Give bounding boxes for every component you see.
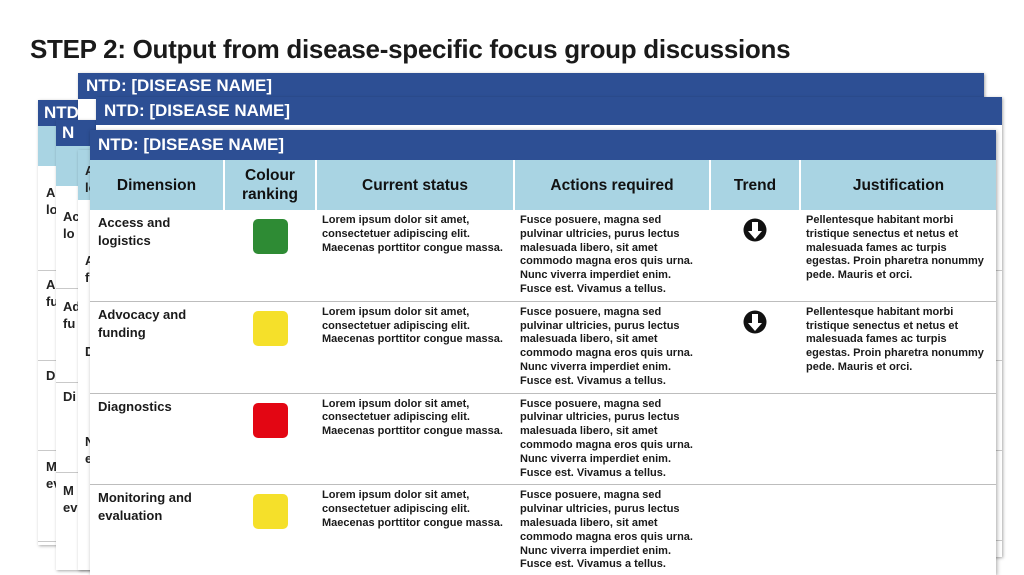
- justification-cell: [800, 393, 996, 486]
- ghost-text: M: [63, 483, 74, 498]
- down-arrow-icon: [743, 310, 767, 334]
- colour-ranking-cell: [224, 393, 316, 486]
- slide-title: STEP 2: Output from disease-specific foc…: [30, 34, 791, 64]
- header-trend: Trend: [710, 160, 801, 210]
- table-header-row: Dimension Colour ranking Current status …: [90, 160, 996, 210]
- ghost-text: A: [46, 277, 56, 292]
- ghost-text: N: [85, 433, 94, 450]
- dimension-cell: Advocacy and funding: [90, 301, 224, 394]
- header-current-status: Current status: [316, 160, 515, 210]
- ghost-text: D: [46, 368, 56, 383]
- trend-cell: [710, 210, 800, 302]
- ghost-text: Ac: [63, 209, 80, 224]
- actions-required-cell: Fusce posuere, magna sed pulvinar ultric…: [514, 301, 710, 394]
- actions-required-cell: Fusce posuere, magna sed pulvinar ultric…: [514, 484, 710, 575]
- table-row: Monitoring and evaluation Lorem ipsum dol…: [90, 484, 996, 575]
- ghost-text: D: [85, 343, 94, 360]
- current-status-cell: Lorem ipsum dolor sit amet, consectetuer…: [316, 484, 514, 575]
- justification-cell: [800, 484, 996, 575]
- colour-swatch: [252, 494, 288, 530]
- ghost-text: A: [85, 252, 94, 269]
- ghost-text: Di: [63, 389, 76, 404]
- card-header: NTD: [DISEASE NAME]: [96, 97, 1002, 125]
- ghost-text: Ad: [63, 299, 81, 314]
- header-dimension: Dimension: [90, 160, 225, 210]
- table-row: Diagnostics Lorem ipsum dolor sit amet, c…: [90, 393, 996, 486]
- assessment-table: Dimension Colour ranking Current status …: [90, 160, 996, 575]
- colour-ranking-cell: [224, 301, 316, 394]
- ghost-text: M: [46, 459, 57, 474]
- trend-cell: [710, 393, 800, 486]
- justification-cell: Pellentesque habitant morbi tristique se…: [800, 210, 996, 302]
- colour-ranking-cell: [224, 484, 316, 575]
- dimension-cell: Access and logistics: [90, 210, 224, 302]
- colour-swatch: [252, 310, 288, 346]
- actions-required-cell: Fusce posuere, magna sed pulvinar ultric…: [514, 210, 710, 302]
- table-row: Access and logistics Lorem ipsum dolor si…: [90, 210, 996, 302]
- ghost-text: fu: [46, 294, 59, 309]
- ghost-text: A: [46, 185, 56, 200]
- front-table-card: NTD: [DISEASE NAME] Dimension Colour ran…: [90, 130, 996, 575]
- current-status-cell: Lorem ipsum dolor sit amet, consectetuer…: [316, 210, 514, 302]
- divider: [996, 360, 1002, 361]
- justification-cell: Pellentesque habitant morbi tristique se…: [800, 301, 996, 394]
- table-card-header: NTD: [DISEASE NAME]: [90, 130, 996, 160]
- colour-ranking-cell: [224, 210, 316, 302]
- ghost-text: lo: [46, 202, 58, 217]
- colour-swatch: [252, 219, 288, 254]
- divider: [996, 540, 1002, 541]
- dimension-cell: Diagnostics: [90, 393, 224, 486]
- down-arrow-icon: [743, 218, 767, 242]
- ghost-text: ev: [63, 500, 78, 515]
- ghost-text: e: [85, 451, 93, 466]
- header-colour-ranking: Colour ranking: [224, 160, 317, 210]
- card-header: NTD: [DISEASE NAME]: [78, 73, 984, 99]
- ghost-text: lo: [63, 226, 75, 241]
- header-actions-required: Actions required: [514, 160, 711, 210]
- current-status-cell: Lorem ipsum dolor sit amet, consectetuer…: [316, 301, 514, 394]
- trend-cell: [710, 301, 800, 394]
- trend-cell: [710, 484, 800, 575]
- current-status-cell: Lorem ipsum dolor sit amet, consectetuer…: [316, 393, 514, 486]
- ghost-text: f: [85, 270, 90, 285]
- dimension-cell: Monitoring and evaluation: [90, 484, 224, 575]
- header-justification: Justification: [800, 160, 996, 210]
- ghost-text: fu: [63, 316, 76, 331]
- divider: [996, 270, 1002, 271]
- divider: [996, 450, 1002, 451]
- table-row: Advocacy and funding Lorem ipsum dolor si…: [90, 301, 996, 394]
- actions-required-cell: Fusce posuere, magna sed pulvinar ultric…: [514, 393, 710, 486]
- colour-swatch: [252, 402, 288, 438]
- ghost-text: A: [85, 162, 94, 179]
